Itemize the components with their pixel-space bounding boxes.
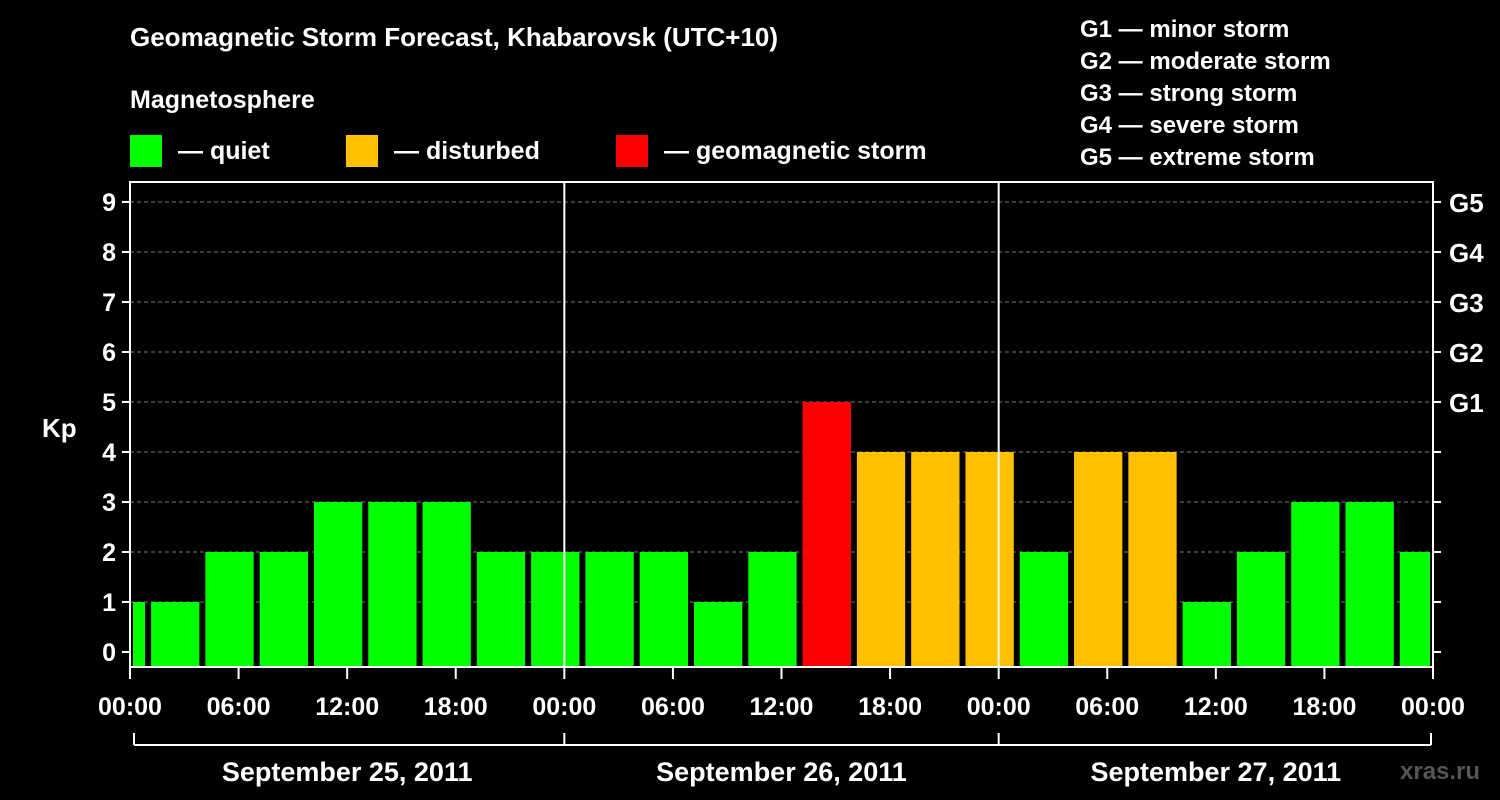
g-scale-label: G2	[1449, 338, 1484, 368]
kp-bar-quiet	[1345, 502, 1394, 667]
g-scale-label: G3	[1449, 288, 1484, 318]
g-legend-g1: G1 — minor storm	[1080, 16, 1290, 43]
kp-bar-storm	[802, 402, 851, 667]
x-tick-label: 12:00	[315, 693, 379, 721]
kp-bar-quiet	[531, 552, 580, 667]
g-legend-g3: G3 — strong storm	[1080, 80, 1298, 107]
watermark: xras.ru	[1400, 758, 1481, 785]
x-tick-label: 18:00	[424, 693, 488, 721]
legend-swatch-storm	[616, 135, 648, 167]
kp-bar-quiet	[1291, 502, 1340, 667]
kp-bar-quiet	[476, 552, 526, 667]
kp-bar-disturbed	[1128, 452, 1177, 667]
legend-swatch-disturbed	[346, 135, 378, 167]
x-tick-label: 18:00	[1292, 693, 1356, 721]
g-scale-label: G5	[1449, 188, 1484, 218]
y-tick-label: 7	[102, 289, 116, 317]
g-legend-g2: G2 — moderate storm	[1080, 48, 1331, 75]
kp-bar-quiet	[639, 552, 689, 667]
y-axis-label: Kp	[42, 413, 77, 443]
g-legend-g5: G5 — extreme storm	[1080, 144, 1315, 171]
x-tick-label: 00:00	[532, 693, 596, 721]
kp-bar-quiet	[133, 602, 146, 667]
g-scale-label: G4	[1449, 238, 1484, 268]
kp-bar-quiet	[585, 552, 634, 667]
x-tick-label: 12:00	[1184, 693, 1248, 721]
legend-text-disturbed: — disturbed	[394, 136, 540, 165]
x-tick-label: 06:00	[641, 693, 705, 721]
legend-item-quiet: — quiet	[130, 134, 270, 168]
date-label: September 26, 2011	[656, 757, 907, 787]
y-tick-label: 5	[102, 389, 116, 417]
legend-item-disturbed: — disturbed	[346, 134, 540, 168]
y-tick-label: 3	[102, 489, 116, 517]
kp-bar-disturbed	[911, 452, 960, 667]
y-tick-label: 1	[102, 589, 116, 617]
date-label: September 27, 2011	[1090, 757, 1341, 787]
kp-bar-quiet	[748, 552, 797, 667]
kp-bar-quiet	[313, 502, 363, 667]
x-tick-label: 00:00	[1401, 693, 1465, 721]
x-tick-label: 00:00	[967, 693, 1031, 721]
kp-bar-quiet	[368, 502, 417, 667]
kp-bar-disturbed	[965, 452, 1014, 667]
x-tick-label: 06:00	[1075, 693, 1139, 721]
kp-bar-quiet	[1236, 552, 1286, 667]
legend-item-storm: — geomagnetic storm	[616, 134, 927, 168]
g-scale-label: G1	[1449, 388, 1484, 418]
kp-bar-quiet	[422, 502, 471, 667]
y-tick-label: 0	[102, 639, 116, 667]
legend-text-quiet: — quiet	[178, 136, 270, 165]
x-tick-label: 12:00	[750, 693, 814, 721]
kp-bar-disturbed	[856, 452, 906, 667]
x-tick-label: 06:00	[207, 693, 271, 721]
y-tick-label: 8	[102, 239, 116, 267]
y-tick-label: 9	[102, 189, 116, 217]
kp-bar-disturbed	[1074, 452, 1123, 667]
y-tick-label: 2	[102, 539, 116, 567]
kp-bar-quiet	[694, 602, 743, 667]
legend-label: Magnetosphere	[130, 86, 315, 114]
kp-bar-quiet	[1182, 602, 1231, 667]
kp-bar-quiet	[259, 552, 308, 667]
chart-title: Geomagnetic Storm Forecast, Khabarovsk (…	[130, 22, 779, 52]
x-tick-label: 00:00	[98, 693, 162, 721]
kp-bar-quiet	[1399, 552, 1430, 667]
kp-bar-quiet	[151, 602, 200, 667]
kp-bar-quiet	[205, 552, 254, 667]
x-tick-label: 18:00	[858, 693, 922, 721]
date-label: September 25, 2011	[222, 757, 473, 787]
g-legend-g4: G4 — severe storm	[1080, 112, 1299, 139]
legend-swatch-quiet	[130, 135, 162, 167]
y-tick-label: 6	[102, 339, 116, 367]
g-scale-legend: G1 — minor storm G2 — moderate storm G3 …	[1080, 14, 1331, 174]
y-tick-label: 4	[102, 439, 116, 467]
kp-bar-quiet	[1019, 552, 1069, 667]
legend-text-storm: — geomagnetic storm	[664, 136, 927, 165]
